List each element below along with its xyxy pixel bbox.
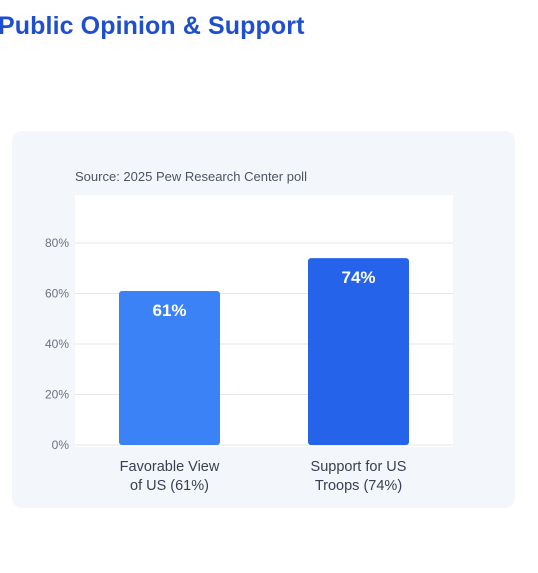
y-tick-label: 40% — [45, 337, 69, 351]
page-title: Public Opinion & Support — [0, 12, 305, 40]
y-tick-label: 60% — [45, 287, 69, 301]
x-category-label: of US (61%) — [130, 478, 209, 494]
y-tick-label: 0% — [52, 438, 70, 452]
data-label: 61% — [152, 301, 186, 320]
chart-source: Source: 2025 Pew Research Center poll — [75, 169, 307, 184]
x-category-label: Favorable View — [120, 459, 220, 475]
bar — [308, 258, 409, 445]
x-category-label: Troops (74%) — [315, 478, 402, 494]
x-category-label: Support for US — [311, 459, 407, 475]
data-label: 74% — [341, 268, 375, 287]
y-axis-ticks: 0% 20% 40% 60% 80% — [45, 236, 69, 452]
bar-chart: 0% 20% 40% 60% 80% 61% 74% Favorable View of U… — [45, 195, 453, 494]
bars: 61% 74% — [119, 258, 409, 445]
y-tick-label: 80% — [45, 236, 69, 250]
y-tick-label: 20% — [45, 388, 69, 402]
bar — [119, 290, 220, 445]
x-axis-labels: Favorable View of US (61%) Support for US T… — [120, 459, 407, 494]
chart-card: Source: 2025 Pew Research Center poll 0%… — [12, 131, 515, 508]
